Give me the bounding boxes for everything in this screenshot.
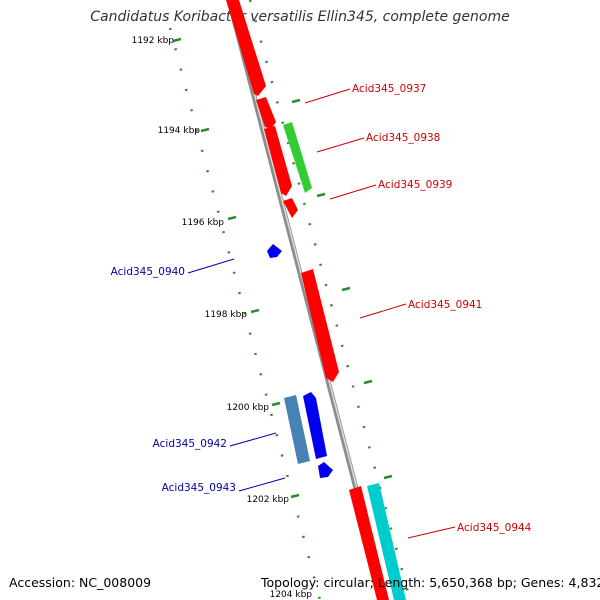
scale-label: 1204 kbp (270, 590, 313, 600)
gene-features (226, 0, 406, 600)
inner-scale-ticks (172, 37, 300, 499)
gene-feature-0943 (318, 462, 333, 478)
gene-label-0937: Acid345_0937 (352, 83, 426, 95)
gene-label-0938: Acid345_0938 (366, 132, 440, 144)
gene-feature-0937 (256, 97, 276, 129)
gene-labels: Acid345_0937 Acid345_0938 Acid345_0939 A… (111, 83, 532, 534)
gene-label-0942: Acid345_0942 (153, 438, 227, 450)
topology-text: Topology: circular; Length: 5,650,368 bp… (261, 575, 600, 590)
scale-labels: 1192 kbp 1194 kbp 1196 kbp 1198 kbp 1200… (132, 36, 313, 600)
scale-label: 1198 kbp (205, 310, 248, 320)
gene-feature-0936 (226, 0, 266, 96)
accession-text: Accession: NC_008009 (9, 575, 152, 590)
gene-feature-0942 (284, 395, 310, 464)
gene-label-0944: Acid345_0944 (457, 522, 532, 534)
gene-feature-0939b (283, 198, 298, 218)
gene-feature-0944b (367, 483, 406, 600)
scale-label: 1200 kbp (227, 403, 270, 413)
scale-label: 1194 kbp (158, 126, 201, 136)
gene-label-0940: Acid345_0940 (111, 266, 185, 278)
scale-label: 1196 kbp (182, 218, 225, 228)
callout-lines (187, 88, 456, 539)
gene-feature-0944a (349, 486, 389, 600)
map-title: Candidatus Koribacter versatilis Ellin34… (90, 9, 510, 25)
gene-feature-0942b (303, 392, 327, 459)
outer-scale-ticks (291, 98, 393, 480)
scale-label: 1202 kbp (247, 495, 290, 505)
gene-label-0941: Acid345_0941 (408, 299, 482, 311)
gene-feature-0941 (301, 269, 339, 382)
gene-feature-0940 (267, 244, 282, 258)
gene-label-0943: Acid345_0943 (162, 482, 236, 494)
gene-feature-0939a (264, 126, 292, 196)
gene-label-0939: Acid345_0939 (378, 179, 452, 191)
gene-feature-0938 (283, 122, 312, 193)
scale-label: 1192 kbp (132, 36, 175, 46)
